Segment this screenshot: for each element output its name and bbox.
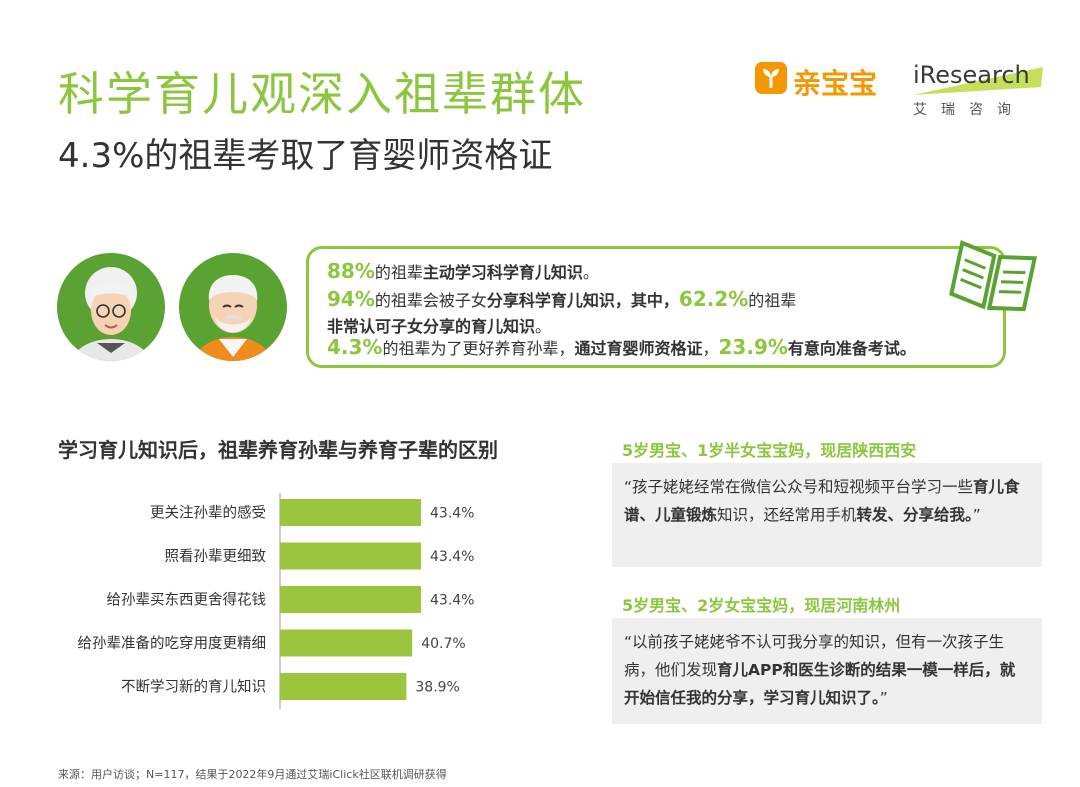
quote-text: “以前孩子姥姥爷不认可我分享的知识，但有一次孩子生病，他们发现 [624, 633, 1005, 679]
quote-text: “孩子姥姥经常在微信公众号和短视频平台学习一些 [624, 478, 974, 496]
summary-text: 。 [582, 263, 599, 282]
summary-line-1: 88%的祖辈主动学习科学育儿知识。 [327, 259, 599, 283]
category-label: 照看孙辈更细致 [165, 548, 267, 565]
iresearch-logo: iResearch 艾瑞咨询 [905, 55, 1045, 125]
category-label: 更关注孙辈的感受 [150, 505, 266, 522]
quote-1-box: “孩子姥姥经常在微信公众号和短视频平台学习一些育儿食谱、儿童锻炼知识，还经常用手… [612, 463, 1042, 567]
summary-text: ， [702, 339, 719, 358]
quote-emphasis: 育儿食谱、儿童锻炼 [624, 478, 1020, 524]
summary-emphasis: 主动学习科学育儿知识 [422, 263, 583, 282]
summary-text: 。 [535, 317, 552, 336]
category-label: 不断学习新的育儿知识 [121, 679, 266, 696]
page-subtitle: 4.3%的祖辈考取了育婴师资格证 [58, 136, 553, 176]
page-title: 科学育儿观深入祖辈群体 [58, 67, 586, 121]
summary-text: 的祖辈 [748, 291, 797, 310]
stat-value: 62.2% [678, 287, 749, 311]
iresearch-logo-cn: 艾瑞咨询 [913, 102, 1025, 118]
bar-chart: 更关注孙辈的感受 43.4% 照看孙辈更细致 43.4% 给孙辈买东西更舍得花钱 43.4… [78, 493, 474, 709]
category-label: 给孙辈准备的吃穿用度更精细 [78, 635, 267, 652]
stat-value: 94% [327, 287, 375, 311]
summary-text: 的祖辈会被子女 [374, 291, 487, 310]
value-label: 43.4% [430, 506, 474, 522]
summary-line-2: 94%的祖辈会被子女分享科学育儿知识，其中，62.2%的祖辈 [327, 287, 796, 311]
sprout-icon [755, 62, 787, 94]
grandpa-avatar [179, 253, 287, 361]
quote-2-box: “以前孩子姥姥爷不认可我分享的知识，但有一次孩子生病，他们发现育儿APP和医生诊… [612, 618, 1042, 724]
quote-emphasis: 转发、分享给我。 [856, 506, 973, 524]
bar-1 [280, 542, 421, 570]
iresearch-logo-shape [913, 67, 1043, 95]
stat-value: 23.9% [718, 335, 788, 359]
bar-0 [280, 499, 421, 526]
value-label: 43.4% [430, 593, 474, 609]
quote-emphasis: 育儿APP和医生诊断的结果一模一样后，就开始信任我的分享，学习育儿知识了。 [624, 661, 1016, 707]
stat-value: 4.3% [327, 335, 383, 359]
value-label: 38.9% [415, 680, 459, 696]
quote-1-header: 5岁男宝、1岁半女宝宝妈，现居陕西西安 [622, 441, 917, 460]
category-label: 给孙辈买东西更舍得花钱 [107, 592, 267, 609]
chart-title: 学习育儿知识后，祖辈养育孙辈与养育子辈的区别 [58, 438, 498, 462]
qinbaobao-logo: 亲宝宝 [755, 62, 895, 100]
iresearch-logo-text: iResearch [913, 61, 1030, 89]
stat-value: 88% [327, 259, 375, 283]
quote-2-header: 5岁男宝、2岁女宝宝妈，现居河南林州 [622, 596, 901, 615]
bar-3 [280, 629, 413, 657]
open-book-icon [949, 240, 1038, 312]
bar-4 [280, 673, 407, 700]
summary-text: 的祖辈 [374, 263, 423, 282]
value-label: 43.4% [430, 549, 474, 565]
summary-emphasis: 通过育婴师资格证 [574, 339, 703, 358]
bar-2 [280, 586, 421, 613]
summary-emphasis: 非常认可子女分享的育儿知识 [327, 317, 536, 336]
summary-box: 88%的祖辈主动学习科学育儿知识。 94%的祖辈会被子女分享科学育儿知识，其中，… [306, 246, 1006, 368]
value-label: 40.7% [421, 636, 465, 652]
quote-text: 知识，还经常用手机 [717, 506, 857, 524]
summary-line-4: 4.3%的祖辈为了更好养育孙辈，通过育婴师资格证，23.9%有意向准备考试。 [327, 335, 916, 359]
summary-text: 的祖辈为了更好养育孙辈， [382, 339, 575, 358]
summary-emphasis: 有意向准备考试。 [787, 339, 916, 358]
quote-text: ” [879, 689, 888, 707]
summary-line-3: 非常认可子女分享的育儿知识。 [327, 313, 551, 337]
source-note: 来源：用户访谈；N=117，结果于2022年9月通过艾瑞iClick社区联机调研… [58, 768, 447, 781]
grandma-avatar [57, 253, 165, 361]
qinbaobao-logo-text: 亲宝宝 [793, 67, 878, 100]
summary-emphasis: 分享科学育儿知识，其中， [486, 291, 679, 310]
quote-text: ” [972, 506, 981, 524]
